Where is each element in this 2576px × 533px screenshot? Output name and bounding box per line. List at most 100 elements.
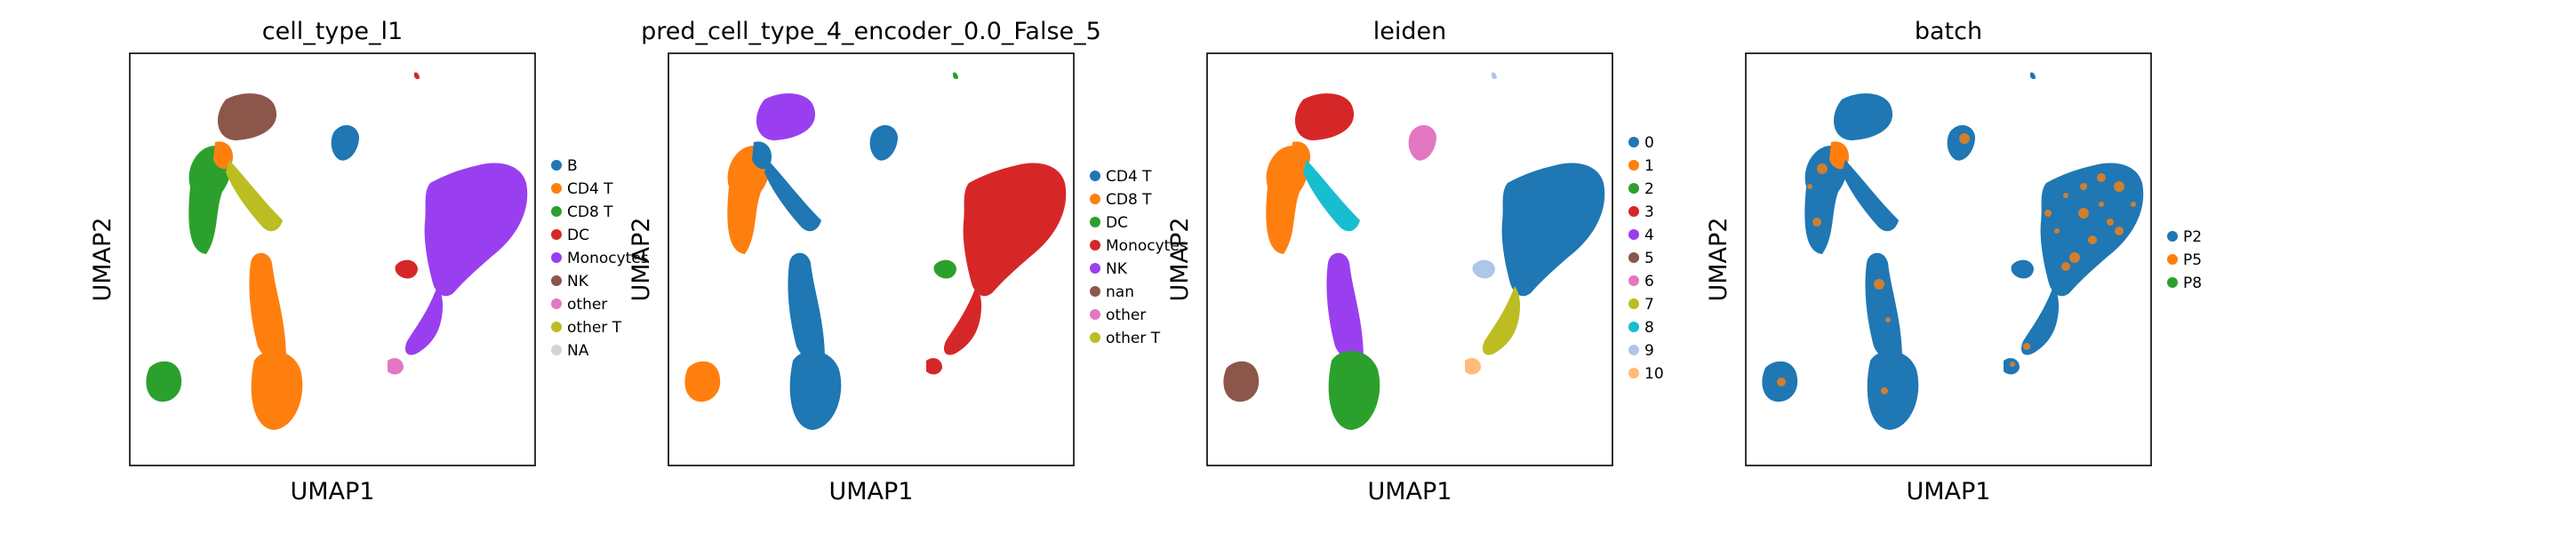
cluster-left-upper-edge [1291,141,1310,170]
panel-batch: batch UMAP1 UMAP2 P2 P5 P8 [1705,18,2202,505]
cluster-left-upper-edge [213,141,233,170]
x-axis-label: UMAP1 [1368,478,1452,505]
legend-label: Monocytes [567,250,649,267]
legend-marker [1090,309,1100,320]
legend: 0 1 2 3 4 5 6 7 8 9 10 [1628,134,1664,383]
cluster-bottom-pink [388,358,404,375]
cluster-central-bottom [1867,351,1919,430]
cluster-right-large [424,163,528,297]
legend-label: 8 [1644,319,1654,337]
y-axis-label: UMAP2 [1705,218,1732,302]
overlay-point [2114,181,2124,192]
overlay-point [2080,183,2087,190]
legend-label: 6 [1644,273,1654,290]
cluster-layer [1762,72,2144,430]
legend-marker [1628,275,1639,286]
cluster-left-upper-edge [752,141,772,170]
cluster-bridge [226,160,283,232]
cluster-layer [1223,72,1605,430]
cluster-right-red-bit [933,259,956,279]
cluster-right-tail [2020,286,2060,355]
legend-marker [551,275,562,286]
overlay-point [1885,317,1891,322]
cluster-central-column [1865,252,1902,363]
legend-label: NK [1106,260,1128,278]
cluster-small-top-center [1408,124,1436,161]
cluster-far-left-small [1223,361,1260,402]
cluster-tiny-top-right [1492,72,1497,80]
overlay-point [2069,252,2080,263]
legend-label: P5 [2183,251,2202,269]
legend-marker [1628,298,1639,309]
legend-label: DC [1106,214,1128,232]
legend: P2 P5 P8 [2167,228,2202,292]
legend-marker [1628,206,1639,217]
panel-title: cell_type_l1 [262,18,403,45]
legend-label: nan [1106,283,1134,301]
cluster-right-red-bit [1472,259,1495,279]
overlay-point [2010,362,2015,367]
mixed-batch-overlay [1777,133,2136,394]
legend-marker [551,206,562,217]
legend-marker [551,160,562,171]
cluster-left-upper [188,146,232,254]
legend-marker [1090,217,1100,227]
legend-marker [551,298,562,309]
overlay-point [2099,202,2104,207]
overlay-point [2054,228,2060,234]
legend-label: other [1106,306,1146,324]
overlay-point [2115,227,2124,235]
overlay-point [2107,219,2114,226]
cluster-central-column [788,252,825,363]
overlay-point [1831,156,1838,163]
legend-label: CD8 T [1106,191,1152,209]
panel-title: batch [1915,18,1982,45]
overlay-point [1881,387,1888,394]
cluster-central-bottom [251,351,303,430]
y-axis-label: UMAP2 [628,218,655,302]
legend-label: other T [1106,330,1161,347]
legend-marker [1090,171,1100,181]
cluster-right-tail [1482,286,1521,355]
legend-marker [551,229,562,240]
cluster-right-tail [404,286,444,355]
legend-marker [551,322,562,332]
overlay-point [1817,163,1828,174]
overlay-point [1777,378,1786,386]
legend-marker [551,183,562,194]
legend-marker [1090,194,1100,204]
legend-marker [2167,231,2178,242]
cluster-far-left-small [684,361,721,402]
legend-label: 2 [1644,180,1654,198]
legend-marker [1628,229,1639,240]
legend-label: CD4 T [567,180,613,198]
legend-label: P8 [2183,274,2202,292]
cluster-right-red-bit [395,259,418,279]
cluster-small-top-center [331,124,359,161]
legend-marker [2167,277,2178,288]
cluster-central-bottom [1328,351,1380,430]
overlay-point [2131,202,2136,207]
overlay-point [2078,208,2089,219]
cluster-layer [684,72,1067,430]
legend-label: B [567,157,578,175]
cluster-right-tail [943,286,982,355]
y-axis-label: UMAP2 [89,218,116,302]
overlay-point [1812,218,1821,227]
cluster-bridge [1842,160,1899,232]
legend-marker [1090,240,1100,251]
x-axis-label: UMAP1 [1907,478,1991,505]
cluster-right-red-bit [2011,259,2034,279]
cluster-tiny-top-right [414,72,420,80]
cluster-central-bottom [789,351,842,430]
cluster-top-left [1294,93,1355,140]
legend-marker [1628,160,1639,171]
cluster-left-upper [1804,146,1848,254]
panel-leiden: leiden UMAP1 UMAP2 0 1 2 3 4 5 6 7 8 9 10 [1166,18,1664,505]
y-axis-label: UMAP2 [1166,218,1194,302]
legend-label: 10 [1644,365,1664,383]
legend-marker [1628,183,1639,194]
overlay-point [1959,133,1970,144]
x-axis-label: UMAP1 [829,478,914,505]
